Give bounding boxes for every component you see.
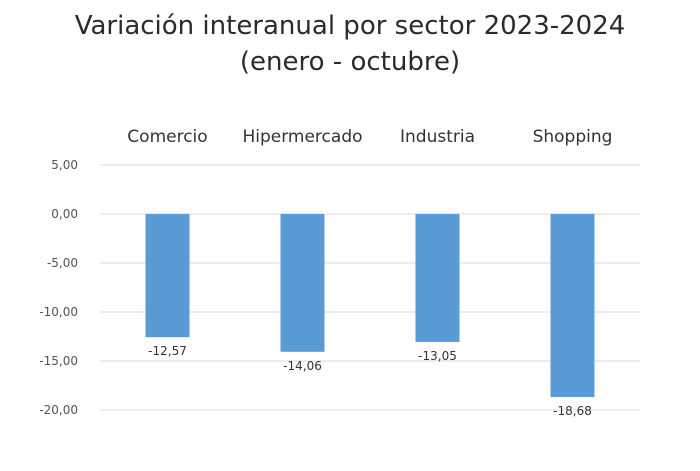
category-label: Hipermercado: [242, 127, 362, 147]
bar: [145, 214, 190, 338]
bar: [280, 214, 325, 352]
data-label: -18,68: [553, 404, 592, 418]
y-tick-label: -5,00: [47, 256, 78, 270]
bar: [550, 214, 595, 398]
y-tick-label: -10,00: [39, 305, 78, 319]
y-tick-label: -15,00: [39, 354, 78, 368]
category-label: Comercio: [127, 127, 207, 147]
chart-title-line-1: Variación interanual por sector 2023-202…: [74, 11, 626, 41]
category-label: Shopping: [533, 127, 613, 147]
y-tick-label: -20,00: [39, 403, 78, 417]
bar: [415, 214, 460, 342]
data-label: -12,57: [148, 344, 187, 358]
y-tick-label: 0,00: [51, 207, 78, 221]
data-label: -13,05: [418, 349, 457, 363]
category-label: Industria: [400, 127, 475, 147]
data-label: -14,06: [283, 359, 322, 373]
chart-title-line-2: (enero - octubre): [239, 47, 461, 77]
y-tick-label: 5,00: [51, 158, 78, 172]
chart-title: Variación interanual por sector 2023-202…: [0, 8, 700, 80]
